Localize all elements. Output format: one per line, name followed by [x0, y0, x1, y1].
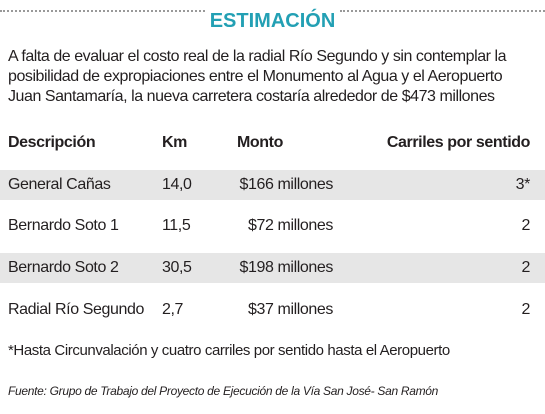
- cell-description: Bernardo Soto 1: [8, 217, 119, 234]
- cell-km: 30,5: [162, 259, 192, 276]
- cell-description: Radial Río Segundo: [8, 301, 145, 318]
- cell-monto: $198 millones: [239, 259, 333, 276]
- cell-carriles: 2: [521, 217, 531, 234]
- column-header: Km: [162, 134, 187, 151]
- title: ESTIMACIÓN: [209, 10, 336, 32]
- cell-carriles: 2: [521, 301, 531, 318]
- cell-description: Bernardo Soto 2: [8, 259, 119, 276]
- cell-description: General Cañas: [8, 176, 111, 193]
- cell-monto: $72 millones: [247, 217, 333, 234]
- cell-monto: $166 millones: [239, 176, 333, 193]
- cell-monto: $37 millones: [247, 301, 333, 318]
- cell-km: 14,0: [162, 176, 192, 193]
- intro-line: Juan Santamaría, la nueva carretera cost…: [8, 88, 495, 105]
- cell-carriles: 2: [521, 259, 531, 276]
- column-header: Monto: [237, 134, 283, 151]
- cell-km: 2,7: [162, 301, 184, 318]
- column-header: Descripción: [8, 134, 96, 151]
- title-rule: [340, 10, 545, 12]
- source: Fuente: Grupo de Trabajo del Proyecto de…: [8, 384, 439, 398]
- row-band: [0, 170, 545, 200]
- cell-carriles: 3*: [515, 176, 531, 193]
- intro-line: posibilidad de expropiaciones entre el M…: [8, 68, 503, 85]
- footnote: *Hasta Circunvalación y cuatro carriles …: [8, 342, 450, 359]
- column-header: Carriles por sentido: [386, 134, 531, 151]
- title-rule: [0, 10, 205, 12]
- row-band: [0, 253, 545, 283]
- cell-km: 11,5: [162, 217, 191, 234]
- intro-line: A falta de evaluar el costo real de la r…: [8, 48, 507, 65]
